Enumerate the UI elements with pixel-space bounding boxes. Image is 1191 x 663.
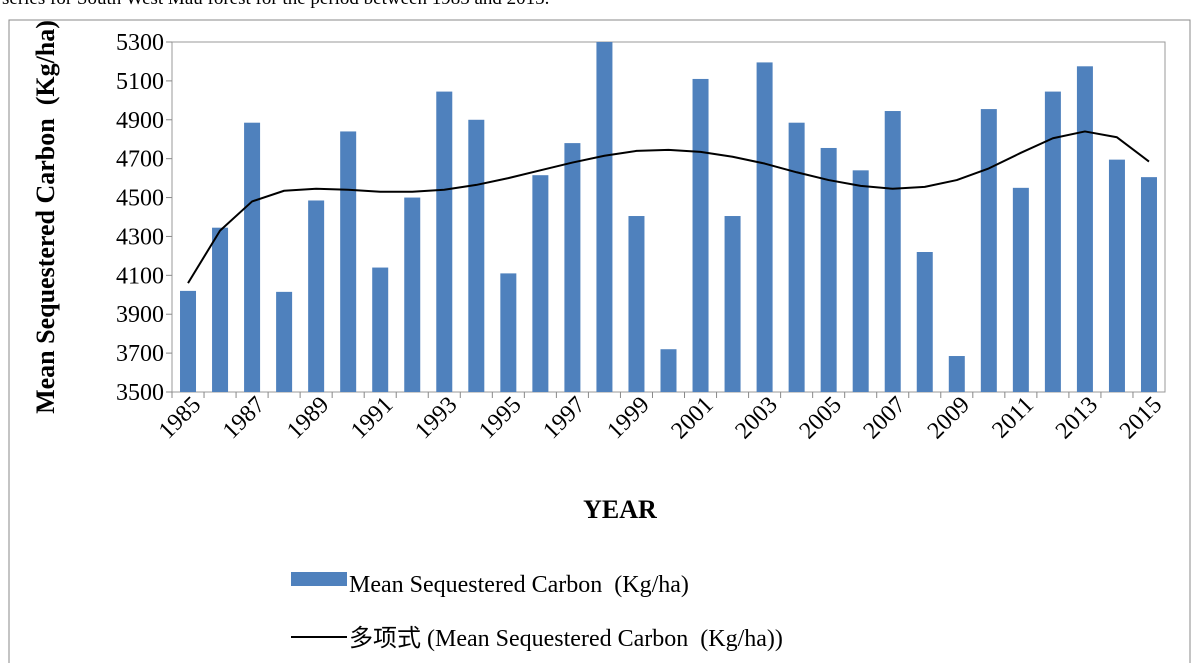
bar xyxy=(1140,177,1157,392)
bar xyxy=(660,349,677,392)
x-tick-label: 2011 xyxy=(987,392,1039,444)
bar xyxy=(1012,187,1029,392)
bar xyxy=(532,175,549,392)
bar xyxy=(276,291,293,392)
x-tick-label: 1989 xyxy=(282,392,334,444)
y-tick-label: 4100 xyxy=(116,263,164,289)
bar xyxy=(308,200,325,392)
x-tick-label: 1991 xyxy=(346,392,398,444)
x-tick-label: 1997 xyxy=(538,392,590,444)
y-tick-label: 3900 xyxy=(116,302,164,328)
bar xyxy=(820,147,837,392)
y-tick-label: 4500 xyxy=(116,186,164,212)
caption: series for South West Mau forest for the… xyxy=(2,0,549,9)
x-tick-label: 2003 xyxy=(731,392,783,444)
x-tick-label: 2001 xyxy=(666,392,718,444)
legend-label: Mean Sequestered Carbon (Kg/ha) xyxy=(349,572,689,598)
bar xyxy=(372,267,389,392)
bar xyxy=(1076,66,1093,393)
bar xyxy=(244,122,261,392)
y-tick-label: 5300 xyxy=(116,30,164,56)
bar xyxy=(628,216,645,392)
x-tick-label: 2007 xyxy=(859,392,911,444)
bar xyxy=(884,111,901,393)
bar xyxy=(340,131,357,392)
bar xyxy=(564,143,581,392)
y-axis-title: Mean Sequestered Carbon (Kg/ha) xyxy=(31,20,60,414)
x-tick-label: 1995 xyxy=(474,392,526,444)
x-tick-label: 2015 xyxy=(1115,392,1167,444)
bar xyxy=(948,356,965,392)
bar xyxy=(980,109,997,392)
bar xyxy=(596,42,613,392)
y-tick-label: 5100 xyxy=(116,69,164,95)
x-tick-label: 2005 xyxy=(795,392,847,444)
bar xyxy=(180,290,197,392)
x-tick-label: 1987 xyxy=(218,392,270,444)
bar xyxy=(692,78,709,392)
y-tick-label: 4900 xyxy=(116,108,164,134)
y-tick-label: 3500 xyxy=(116,380,164,406)
bar xyxy=(724,216,741,392)
bar xyxy=(916,252,933,392)
y-tick-label: 4700 xyxy=(116,147,164,173)
y-tick-label: 4300 xyxy=(116,224,164,250)
bar xyxy=(788,122,805,392)
x-tick-label: 2009 xyxy=(923,392,975,444)
legend-label: 多项式 (Mean Sequestered Carbon (Kg/ha)) xyxy=(349,625,783,652)
trend-line xyxy=(187,130,1150,284)
x-tick-label: 2013 xyxy=(1051,392,1103,444)
bar xyxy=(1044,91,1061,392)
bar xyxy=(852,170,869,392)
y-tick-label: 3700 xyxy=(116,341,164,367)
x-axis-title: YEAR xyxy=(583,495,657,524)
bar xyxy=(1108,159,1125,392)
bar xyxy=(436,91,453,392)
bar xyxy=(212,227,229,392)
chart-frame xyxy=(8,19,1191,663)
bar xyxy=(468,119,485,393)
legend-swatch xyxy=(291,572,347,586)
bar xyxy=(500,273,517,392)
x-tick-label: 1993 xyxy=(410,392,462,444)
x-tick-label: 1999 xyxy=(602,392,654,444)
bar xyxy=(756,62,773,393)
bar xyxy=(404,197,421,392)
